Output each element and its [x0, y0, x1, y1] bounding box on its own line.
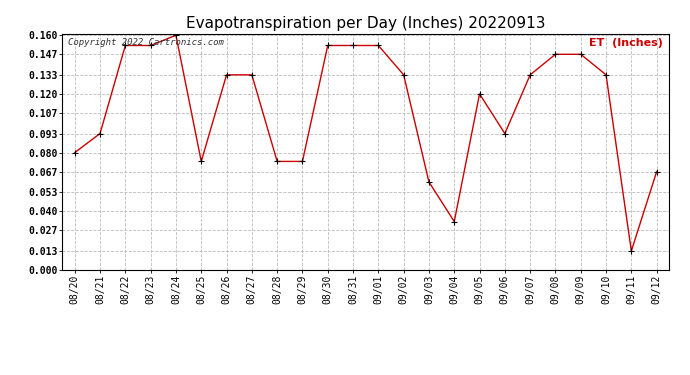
Text: Copyright 2022 Cartronics.com: Copyright 2022 Cartronics.com [68, 39, 224, 48]
Text: ET  (Inches): ET (Inches) [589, 39, 663, 48]
Title: Evapotranspiration per Day (Inches) 20220913: Evapotranspiration per Day (Inches) 2022… [186, 16, 546, 31]
